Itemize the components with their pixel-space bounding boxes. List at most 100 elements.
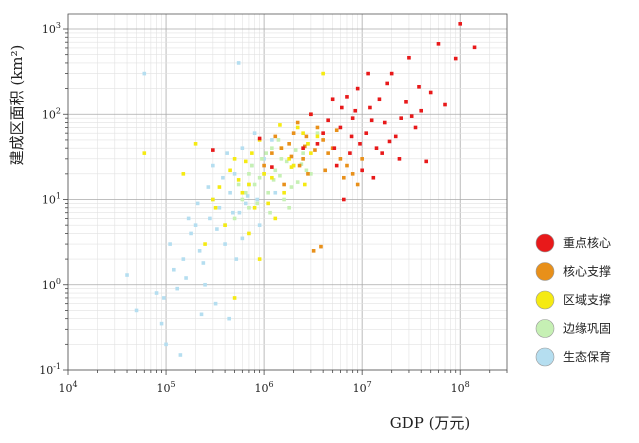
data-point	[223, 242, 227, 246]
data-point	[211, 148, 215, 152]
data-point	[240, 197, 245, 202]
data-point	[270, 175, 274, 180]
data-point	[203, 242, 207, 246]
data-point	[257, 136, 262, 141]
data-point	[211, 197, 215, 202]
data-point	[282, 197, 286, 202]
data-point	[240, 146, 245, 150]
data-point	[306, 172, 310, 176]
data-point	[199, 312, 204, 317]
data-point	[428, 90, 433, 95]
data-point	[193, 142, 198, 146]
data-point	[345, 163, 349, 168]
data-point	[293, 148, 298, 152]
data-point	[289, 165, 294, 169]
data-point	[287, 205, 291, 210]
data-point	[237, 210, 242, 215]
y-tick-label: 10-1	[39, 362, 61, 377]
data-point	[404, 100, 408, 104]
data-point	[247, 231, 251, 236]
data-point	[232, 216, 237, 221]
data-point	[217, 185, 222, 189]
data-point	[206, 185, 211, 189]
x-tick-label: 107	[353, 380, 372, 395]
data-point	[257, 175, 262, 180]
data-point	[273, 190, 278, 195]
data-point	[201, 261, 206, 265]
data-point	[282, 190, 286, 195]
data-point	[247, 182, 251, 187]
data-point	[332, 146, 337, 150]
data-point	[472, 45, 477, 50]
data-point	[172, 267, 176, 272]
data-point	[208, 216, 212, 221]
data-point	[289, 154, 294, 159]
data-point	[228, 168, 232, 173]
data-point	[304, 134, 309, 139]
data-point	[374, 146, 379, 150]
y-axis-title: 建成区面积 (km²)	[8, 45, 26, 166]
data-point	[360, 157, 364, 161]
data-point	[262, 172, 266, 176]
data-point	[417, 84, 421, 89]
data-point	[424, 159, 429, 164]
data-point	[270, 151, 274, 155]
data-point	[387, 139, 392, 144]
data-point	[203, 282, 207, 287]
data-point	[301, 157, 305, 161]
data-point	[350, 172, 355, 176]
data-point	[371, 175, 376, 180]
data-point	[311, 249, 316, 253]
legend-swatch	[535, 262, 555, 281]
data-point	[389, 71, 394, 76]
data-point	[142, 71, 147, 76]
data-point	[301, 131, 305, 135]
data-point	[340, 105, 344, 110]
data-point	[315, 131, 320, 135]
data-point	[197, 249, 202, 253]
data-point	[142, 151, 147, 155]
data-point	[262, 163, 266, 168]
data-point	[278, 123, 282, 127]
y-tick-label: 100	[42, 277, 61, 292]
data-point	[270, 146, 274, 150]
data-point	[382, 120, 387, 125]
data-point	[268, 210, 272, 215]
x-tick-label: 104	[58, 380, 77, 395]
data-point	[342, 175, 346, 180]
data-point	[178, 353, 183, 357]
data-point	[323, 168, 328, 173]
data-point	[355, 86, 360, 91]
data-point	[302, 182, 307, 187]
data-point	[266, 190, 270, 195]
data-point	[355, 182, 360, 187]
data-point	[184, 276, 188, 280]
data-point	[334, 128, 339, 133]
data-point	[419, 108, 423, 113]
data-point	[302, 144, 307, 149]
data-point	[273, 134, 278, 139]
legend-swatch	[535, 319, 555, 338]
data-point	[315, 142, 320, 146]
data-point	[287, 157, 291, 161]
data-point	[243, 159, 248, 164]
data-point	[284, 159, 289, 164]
data-point	[195, 201, 200, 206]
data-point	[301, 146, 305, 150]
data-point	[345, 95, 349, 99]
data-point	[279, 146, 284, 150]
data-point	[313, 148, 317, 152]
data-point	[289, 185, 294, 189]
data-point	[282, 182, 286, 187]
data-point	[287, 142, 291, 146]
data-point	[164, 342, 168, 347]
data-point	[321, 131, 325, 135]
data-point	[315, 125, 320, 130]
x-tick-label: 108	[451, 380, 470, 395]
data-point	[189, 231, 193, 236]
data-point	[443, 102, 447, 107]
data-point	[304, 168, 309, 173]
data-point	[159, 321, 164, 326]
